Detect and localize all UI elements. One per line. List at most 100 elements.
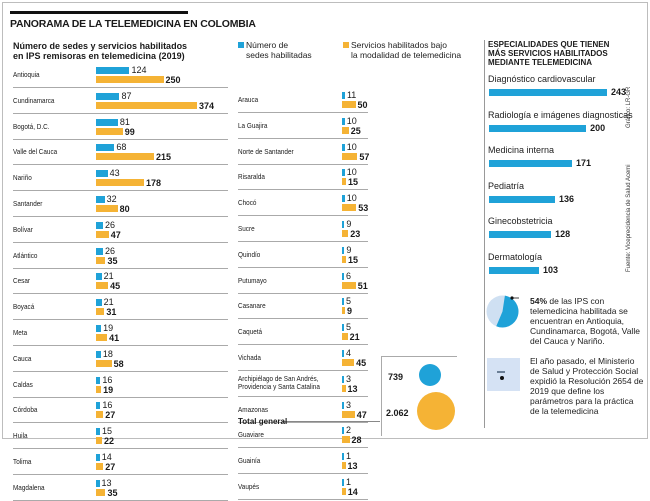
- value-servicios: 35: [107, 487, 118, 498]
- bar-servicios: [96, 282, 109, 290]
- legend-sedes-line1: Número de: [246, 40, 289, 50]
- region-row: Boyacá 21 31: [13, 295, 228, 321]
- region-row: Guainía 1 13: [238, 449, 368, 475]
- value-servicios: 25: [350, 125, 361, 136]
- bar-servicios: [342, 101, 356, 108]
- pie-note-text: de las IPS con telemedicina habilitada s…: [530, 296, 640, 346]
- region-label: Amazonas: [238, 404, 269, 414]
- pie-note-percent: 54%: [530, 296, 548, 306]
- bar-servicios: [96, 359, 112, 367]
- bar-servicios: [96, 411, 104, 419]
- region-row: Cesar 21 45: [13, 269, 228, 295]
- bar-servicios: [342, 230, 349, 237]
- value-servicios: 35: [107, 255, 118, 266]
- bar-sedes: [96, 221, 104, 229]
- value-sedes: 3: [346, 399, 352, 410]
- region-row: Huila 15 22: [13, 424, 228, 450]
- value-sedes: 43: [109, 168, 120, 179]
- bar-sedes: [96, 299, 102, 307]
- totals-box: 739 2.062: [381, 356, 457, 436]
- region-label: Boyacá: [13, 302, 35, 312]
- bar-servicios: [342, 255, 347, 263]
- specialty-label: Radiología e imágenes diagnosticas: [488, 109, 633, 120]
- region-label: Meta: [13, 328, 28, 337]
- bar-sedes: [96, 454, 100, 461]
- region-label: Casanare: [238, 301, 266, 311]
- subtitle-line2: en IPS remisoras en telemedicina (2019): [13, 51, 185, 61]
- value-servicios: 22: [103, 436, 114, 447]
- bar-servicios: [96, 334, 108, 341]
- region-row: Guaviare 2 28: [238, 423, 368, 449]
- region-label: Antioquia: [13, 70, 40, 79]
- value-servicios: 51: [357, 280, 368, 291]
- region-label: Arauca: [238, 95, 259, 104]
- region-label: Quindío: [238, 249, 261, 259]
- region-row: Meta 19 41: [13, 321, 228, 346]
- value-servicios: 19: [103, 384, 114, 395]
- specialty-label: Diagnóstico cardiovascular: [488, 74, 596, 84]
- region-label: Norte de Santander: [238, 146, 294, 156]
- bar-servicios: [342, 178, 347, 186]
- value-sedes: 124: [131, 65, 147, 75]
- region-label: Putumayo: [238, 275, 267, 285]
- specialty-bar: [489, 124, 587, 132]
- value-servicios: 27: [105, 462, 116, 472]
- value-servicios: 374: [198, 100, 214, 111]
- value-sedes: 19: [103, 323, 114, 333]
- region-row: Valle del Cauca 68 215: [13, 140, 228, 166]
- region-row: Norte de Santander 10 57: [238, 140, 369, 165]
- specialties-title-line2: MÁS SERVICIOS HABILITADOS: [488, 49, 608, 58]
- region-row: Córdoba 16 27: [13, 398, 228, 424]
- bar-sedes: [96, 273, 102, 281]
- value-sedes: 68: [116, 142, 127, 153]
- value-sedes: 1: [346, 477, 352, 487]
- value-sedes: 81: [119, 116, 130, 127]
- region-label: Huila: [13, 431, 28, 441]
- value-servicios: 80: [119, 204, 130, 214]
- region-label: Atlántico: [13, 250, 38, 260]
- region-row: Antioquia 124 250: [13, 63, 228, 88]
- title-rule: [10, 11, 188, 14]
- region-row: Vichada 4 45: [238, 346, 368, 371]
- pie-leader-dot: [510, 296, 514, 300]
- bar-sedes: [96, 376, 101, 384]
- value-servicios: 47: [356, 409, 367, 420]
- specialty-label: Pediatría: [488, 180, 525, 191]
- region-label: Guaviare: [238, 430, 264, 440]
- legend-servicios-line2: la modalidad de telemedicina: [351, 50, 462, 60]
- value-servicios: 58: [113, 358, 124, 369]
- bar-servicios: [96, 256, 106, 264]
- value-sedes: 15: [102, 426, 113, 437]
- region-row: Nariño 43 178: [13, 166, 228, 192]
- region-label: Bogotá, D.C.: [13, 121, 50, 131]
- page-title: PANORAMA DE LA TELEMEDICINA EN COLOMBIA: [10, 18, 256, 30]
- value-servicios: 13: [347, 383, 358, 394]
- region-row: Tolima 14 27: [13, 450, 228, 475]
- region-label: La Guajira: [238, 120, 268, 130]
- region-row: Cundinamarca 87 374: [13, 89, 228, 114]
- value-sedes: 16: [102, 374, 113, 385]
- value-servicios: 215: [156, 152, 172, 163]
- value-servicios: 23: [350, 229, 361, 239]
- value-sedes: 9: [346, 244, 352, 255]
- bar-sedes: [96, 479, 100, 487]
- bar-servicios: [342, 359, 355, 366]
- value-servicios: 45: [356, 358, 367, 368]
- pie-slice-54: [496, 295, 519, 328]
- value-servicios: 50: [357, 100, 368, 110]
- bar-servicios: [96, 437, 102, 445]
- region-label: Chocó: [238, 198, 257, 208]
- value-sedes: 9: [346, 219, 352, 229]
- value-servicios: 41: [109, 333, 120, 343]
- bar-sedes: [342, 375, 344, 383]
- bar-sedes: [96, 402, 101, 410]
- bar-sedes: [342, 272, 344, 280]
- bar-servicios: [96, 153, 155, 161]
- value-sedes: 1: [346, 451, 352, 462]
- value-sedes: 10: [346, 141, 357, 152]
- specialties-title-line1: ESPECIALIDADES QUE TIENEN: [488, 40, 610, 49]
- region-label: Nariño: [13, 173, 32, 183]
- value-servicios: 9: [347, 306, 353, 317]
- region-row: Magdalena 13 35: [13, 476, 228, 501]
- bar-servicios: [342, 436, 350, 444]
